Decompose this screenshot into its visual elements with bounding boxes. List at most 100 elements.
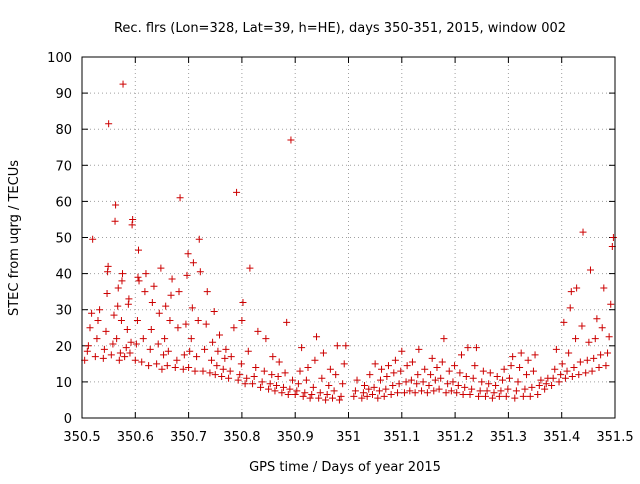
data-point — [582, 369, 590, 377]
data-point — [193, 353, 201, 361]
data-point — [298, 344, 306, 352]
data-point — [380, 392, 388, 400]
data-point — [273, 382, 281, 390]
data-point — [186, 347, 194, 355]
data-point — [306, 394, 314, 402]
data-point — [155, 309, 163, 317]
data-point — [234, 376, 242, 384]
data-point — [89, 235, 97, 243]
data-point — [500, 365, 508, 373]
data-point — [252, 363, 260, 371]
data-point — [593, 315, 601, 323]
data-point — [163, 362, 171, 370]
data-point — [201, 345, 209, 353]
data-point — [425, 382, 433, 390]
data-point — [350, 392, 358, 400]
data-point — [325, 382, 333, 390]
data-point — [227, 353, 235, 361]
data-point — [499, 376, 507, 384]
x-tick-label: 351.3 — [490, 430, 527, 445]
data-point — [103, 289, 111, 297]
data-point — [378, 365, 386, 373]
data-point — [236, 371, 244, 379]
data-point — [216, 331, 224, 339]
data-point — [124, 300, 132, 308]
data-point — [604, 349, 612, 357]
data-point — [359, 389, 367, 397]
data-point — [86, 324, 94, 332]
data-point — [157, 264, 165, 272]
data-point — [371, 360, 379, 368]
data-point — [512, 387, 520, 395]
data-point — [319, 349, 327, 357]
data-point — [418, 387, 426, 395]
data-point — [323, 391, 331, 399]
data-point — [471, 362, 479, 370]
data-point — [237, 360, 245, 368]
data-point — [304, 363, 312, 371]
data-point — [492, 382, 500, 390]
data-point — [504, 385, 512, 393]
data-point — [100, 345, 108, 353]
data-point — [497, 387, 505, 395]
markers — [81, 80, 617, 404]
data-point — [531, 351, 539, 359]
data-point — [147, 326, 155, 334]
data-point — [456, 369, 464, 377]
data-point — [524, 356, 532, 364]
data-point — [565, 349, 573, 357]
data-point — [241, 380, 249, 388]
data-point — [563, 367, 571, 375]
y-tick-label: 100 — [47, 51, 72, 66]
data-point — [184, 250, 192, 258]
data-point — [278, 389, 286, 397]
data-point — [125, 295, 133, 303]
data-point — [139, 335, 147, 343]
data-point — [568, 372, 576, 380]
data-point — [567, 288, 575, 296]
data-point — [427, 371, 435, 379]
data-point — [358, 394, 366, 402]
data-point — [104, 262, 112, 270]
data-point — [486, 369, 494, 377]
data-point — [575, 371, 583, 379]
data-point — [394, 389, 402, 397]
data-point — [116, 349, 124, 357]
data-point — [342, 342, 350, 350]
data-point — [119, 270, 127, 278]
data-point — [507, 362, 515, 370]
data-point — [411, 389, 419, 397]
data-point — [449, 378, 457, 386]
data-point — [598, 324, 606, 332]
data-point — [588, 367, 596, 375]
data-point — [479, 367, 487, 375]
data-point — [142, 270, 150, 278]
data-point — [459, 391, 467, 399]
data-point — [138, 358, 146, 366]
data-point — [403, 362, 411, 370]
data-point — [117, 317, 125, 325]
data-point — [150, 282, 158, 290]
data-point — [415, 345, 423, 353]
data-point — [421, 365, 429, 373]
data-point — [560, 318, 568, 326]
data-point — [154, 340, 162, 348]
x-tick-label: 350.9 — [277, 430, 314, 445]
data-point — [135, 277, 143, 285]
data-point — [260, 367, 268, 375]
data-point — [509, 353, 517, 361]
data-point — [94, 317, 102, 325]
data-point — [187, 335, 195, 343]
data-point — [462, 372, 470, 380]
data-point — [168, 275, 176, 283]
chart-title: Rec. flrs (Lon=328, Lat=39, h=HE), days … — [114, 21, 566, 36]
data-point — [257, 383, 265, 391]
data-point — [389, 382, 397, 390]
data-point — [180, 351, 188, 359]
data-point — [214, 347, 222, 355]
data-point — [384, 362, 392, 370]
data-point — [332, 371, 340, 379]
data-point — [551, 365, 559, 373]
data-point — [148, 298, 156, 306]
data-point — [299, 392, 307, 400]
